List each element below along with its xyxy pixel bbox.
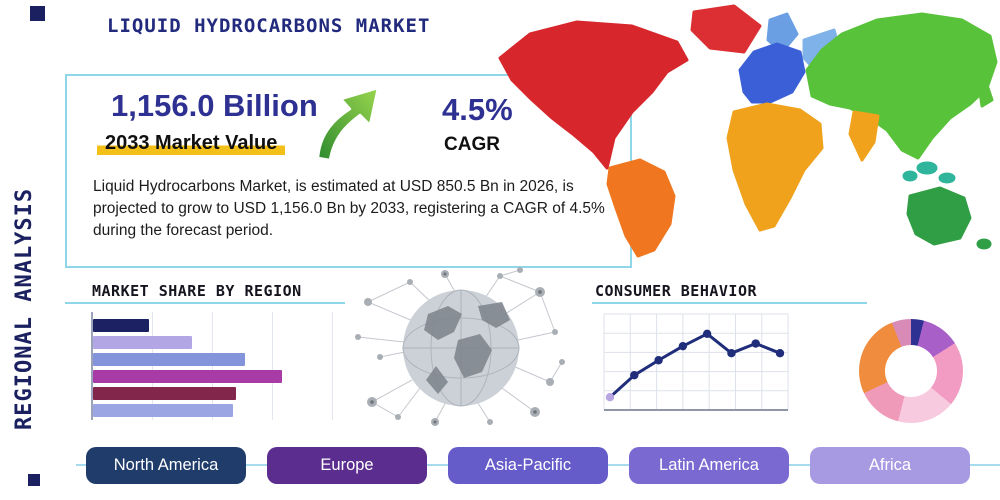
region-button-latin-america[interactable]: Latin America (629, 447, 789, 484)
line-point-6 (727, 349, 736, 358)
line-point-1 (605, 393, 615, 402)
bar-region-4 (93, 370, 282, 383)
page-title: LIQUID HYDROCARBONS MARKET (107, 15, 431, 37)
map-region-new-zealand (976, 238, 992, 250)
donut-hole (885, 345, 937, 397)
market-description: Liquid Hydrocarbons Market, is estimated… (93, 178, 605, 239)
market-share-bar-chart (91, 312, 335, 420)
map-region-australia (906, 186, 972, 246)
region-button-north-america[interactable]: North America (86, 447, 246, 484)
region-button-europe[interactable]: Europe (267, 447, 427, 484)
cagr-figure: 4.5% (442, 92, 513, 127)
consumer-behavior-line-chart (603, 313, 789, 411)
bar-region-1 (93, 319, 149, 332)
line-point-2 (630, 371, 639, 380)
consumer-behavior-heading: CONSUMER BEHAVIOR (595, 282, 758, 300)
world-map (498, 4, 998, 258)
bar-region-3 (93, 353, 246, 366)
line-point-7 (751, 339, 760, 348)
line-point-3 (654, 356, 663, 365)
map-region-africa (726, 102, 824, 232)
region-button-africa[interactable]: Africa (810, 447, 970, 484)
map-region-se-asia-3 (902, 170, 918, 182)
cagr-label: CAGR (444, 134, 500, 155)
decorative-square-bottom (28, 474, 40, 486)
market-share-heading-rule (65, 302, 345, 304)
region-button-asia-pacific[interactable]: Asia-Pacific (448, 447, 608, 484)
side-vertical-label: REGIONAL ANALYSIS (12, 187, 37, 430)
map-region-greenland (690, 4, 762, 54)
region-buttons: North America Europe Asia-Pacific Latin Ame… (86, 447, 970, 484)
bar-region-5 (93, 387, 236, 400)
map-region-scandinavia (766, 12, 799, 54)
line-point-4 (678, 341, 688, 351)
map-region-se-asia-1 (916, 161, 938, 175)
growth-arrow-icon (316, 86, 380, 162)
market-value-label: 2033 Market Value (97, 132, 286, 155)
map-region-south-america (606, 158, 676, 258)
map-region-se-asia-2 (938, 172, 956, 184)
map-region-north-america (498, 20, 689, 170)
map-region-europe (738, 42, 806, 104)
globe-network-graphic (355, 267, 565, 426)
bar-region-2 (93, 336, 193, 349)
map-region-japan (978, 86, 994, 108)
consumer-behavior-heading-rule (592, 302, 867, 304)
market-share-heading: MARKET SHARE BY REGION (92, 282, 302, 300)
bar-region-6 (93, 404, 234, 417)
map-region-india (848, 110, 880, 162)
line-point-5 (702, 329, 712, 339)
regional-donut-chart (859, 319, 963, 423)
line-point-8 (775, 349, 785, 358)
decorative-square-top (30, 6, 45, 21)
market-value-figure: 1,156.0 Billion (111, 88, 318, 123)
